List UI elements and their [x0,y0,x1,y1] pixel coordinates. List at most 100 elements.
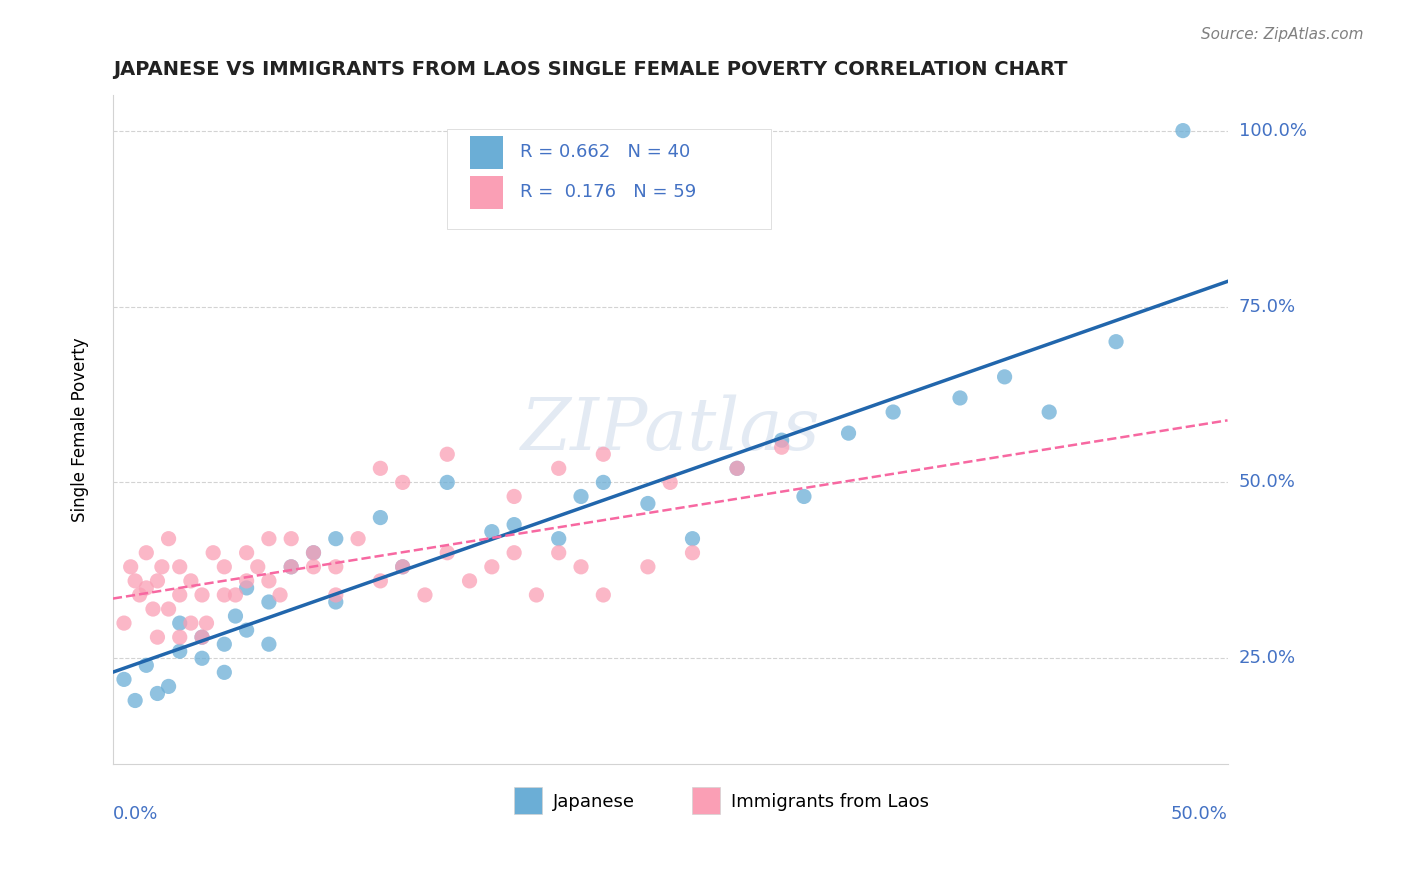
Point [280,532,302,546]
Text: Immigrants from Laos: Immigrants from Laos [731,793,929,811]
Text: 75.0%: 75.0% [1239,298,1296,316]
Point [637,496,659,510]
Point [391,559,413,574]
Point [1038,405,1060,419]
Point [413,588,436,602]
Point [370,574,392,588]
Point [257,637,280,651]
Point [191,630,214,644]
Point [202,546,225,560]
Point [370,461,392,475]
Point [503,490,526,504]
Point [124,693,146,707]
Point [257,574,280,588]
Point [547,532,569,546]
Text: R =  0.176   N = 59: R = 0.176 N = 59 [520,184,696,202]
Text: 100.0%: 100.0% [1239,121,1306,140]
FancyBboxPatch shape [470,136,503,169]
Point [547,461,569,475]
Point [195,616,218,631]
Point [682,532,704,546]
Point [592,475,614,490]
Point [224,588,246,602]
Point [269,588,291,602]
Point [770,433,793,447]
Point [325,588,347,602]
Point [169,616,191,631]
Point [347,532,370,546]
FancyBboxPatch shape [515,788,541,814]
Point [770,440,793,454]
Point [882,405,904,419]
Point [157,680,180,694]
Point [146,686,169,700]
Point [180,574,202,588]
Point [135,546,157,560]
Y-axis label: Single Female Poverty: Single Female Poverty [72,337,89,522]
Point [458,574,481,588]
Point [169,588,191,602]
Point [503,517,526,532]
Point [157,532,180,546]
Point [592,447,614,461]
Point [436,475,458,490]
Point [180,616,202,631]
Point [325,532,347,546]
Point [146,574,169,588]
Point [1105,334,1128,349]
Point [994,369,1017,384]
Point [838,426,860,441]
Point [725,461,748,475]
Point [569,490,592,504]
Point [150,559,173,574]
Point [142,602,165,616]
Point [391,475,413,490]
Point [302,546,325,560]
Point [370,510,392,524]
Point [793,490,815,504]
Point [569,559,592,574]
Point [547,546,569,560]
Text: 25.0%: 25.0% [1239,649,1296,667]
Point [257,532,280,546]
Point [949,391,972,405]
Text: 0.0%: 0.0% [112,805,159,823]
FancyBboxPatch shape [693,788,720,814]
Point [526,588,548,602]
Point [169,644,191,658]
Point [481,524,503,539]
Point [135,581,157,595]
Point [191,651,214,665]
Point [191,630,214,644]
Point [725,461,748,475]
Point [214,665,236,680]
Point [436,447,458,461]
Point [112,616,135,631]
Text: R = 0.662   N = 40: R = 0.662 N = 40 [520,144,690,161]
Point [191,588,214,602]
Point [120,559,142,574]
Point [224,609,246,624]
Point [124,574,146,588]
Point [214,588,236,602]
Text: JAPANESE VS IMMIGRANTS FROM LAOS SINGLE FEMALE POVERTY CORRELATION CHART: JAPANESE VS IMMIGRANTS FROM LAOS SINGLE … [112,60,1067,78]
Text: 50.0%: 50.0% [1171,805,1227,823]
Point [325,595,347,609]
Point [246,559,269,574]
Text: Japanese: Japanese [553,793,636,811]
Point [235,574,257,588]
Point [257,595,280,609]
Point [280,559,302,574]
Point [235,546,257,560]
Point [112,673,135,687]
Point [169,559,191,574]
Point [169,630,191,644]
Point [682,546,704,560]
Point [214,559,236,574]
Point [391,559,413,574]
Point [135,658,157,673]
Point [592,588,614,602]
Point [302,546,325,560]
Point [325,559,347,574]
Point [214,637,236,651]
